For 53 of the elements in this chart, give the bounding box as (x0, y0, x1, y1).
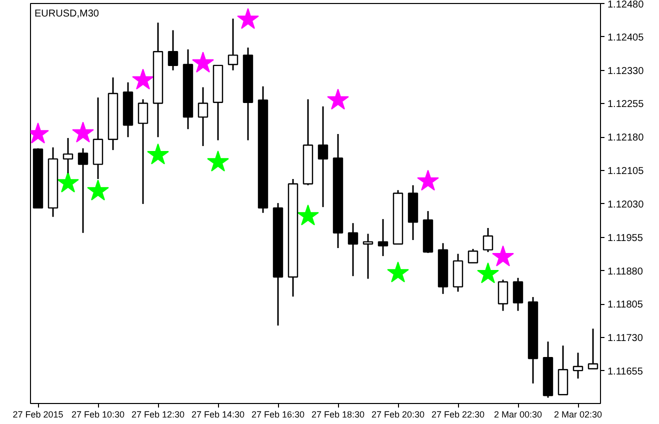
point (192, 52, 214, 73)
candlestick (168, 29, 178, 72)
x-tick-label: 2 Mar 02:30 (554, 410, 602, 420)
candlestick (138, 98, 148, 205)
point (417, 170, 439, 191)
candlestick (228, 18, 238, 72)
y-tick-label: 1.11805 (608, 300, 644, 311)
text: EURUSD,M30 (34, 8, 100, 20)
candlestick (198, 86, 208, 147)
x-tick-label: 27 Feb 18:30 (311, 410, 365, 420)
y-tick-label: 1.12255 (608, 99, 644, 110)
x-tick-label: 27 Feb 22:30 (431, 410, 485, 420)
candlestick (482, 227, 494, 253)
candlestick (362, 233, 374, 280)
point (72, 122, 94, 143)
point (57, 172, 79, 192)
point (147, 143, 169, 164)
y-tick-label: 1.12180 (608, 132, 644, 144)
candlestick (348, 222, 358, 277)
x-tick-label: 27 Feb 2015 (12, 410, 64, 420)
point (387, 261, 409, 282)
candlestick (512, 277, 524, 312)
point (327, 88, 349, 110)
point (492, 245, 514, 266)
point (297, 204, 319, 226)
point (132, 68, 154, 90)
point (477, 262, 499, 284)
point (87, 180, 109, 200)
y-tick-label: 1.12105 (608, 166, 644, 178)
y-tick-label: 1.11730 (608, 333, 644, 344)
y-tick-label: 1.12330 (608, 66, 644, 77)
x-tick-label: 27 Feb 20:30 (371, 410, 425, 420)
x-tick-label: 27 Feb 12:30 (131, 410, 185, 420)
candlestick (468, 248, 478, 264)
candlestick (572, 352, 584, 380)
x-tick-label: 27 Feb 16:30 (251, 410, 305, 420)
candlestick (588, 328, 598, 370)
point (207, 150, 229, 172)
y-tick-label: 1.12405 (608, 32, 644, 44)
y-tick-label: 1.11880 (608, 266, 644, 278)
candlestick (78, 148, 88, 234)
y-tick-label: 1.12030 (608, 199, 644, 210)
x-tick-label: 27 Feb 14:30 (191, 410, 245, 420)
x-tick-label: 27 Feb 10:30 (71, 410, 125, 420)
candlestick (62, 137, 74, 174)
candlestick (498, 278, 508, 312)
point (237, 8, 259, 29)
y-tick-label: 1.11655 (608, 366, 644, 378)
y-tick-label: 1.11955 (608, 232, 644, 244)
candlestick (378, 218, 388, 257)
x-tick-label: 2 Mar 00:30 (494, 410, 542, 420)
candlestick (318, 106, 328, 208)
y-tick-label: 1.12480 (608, 0, 644, 10)
